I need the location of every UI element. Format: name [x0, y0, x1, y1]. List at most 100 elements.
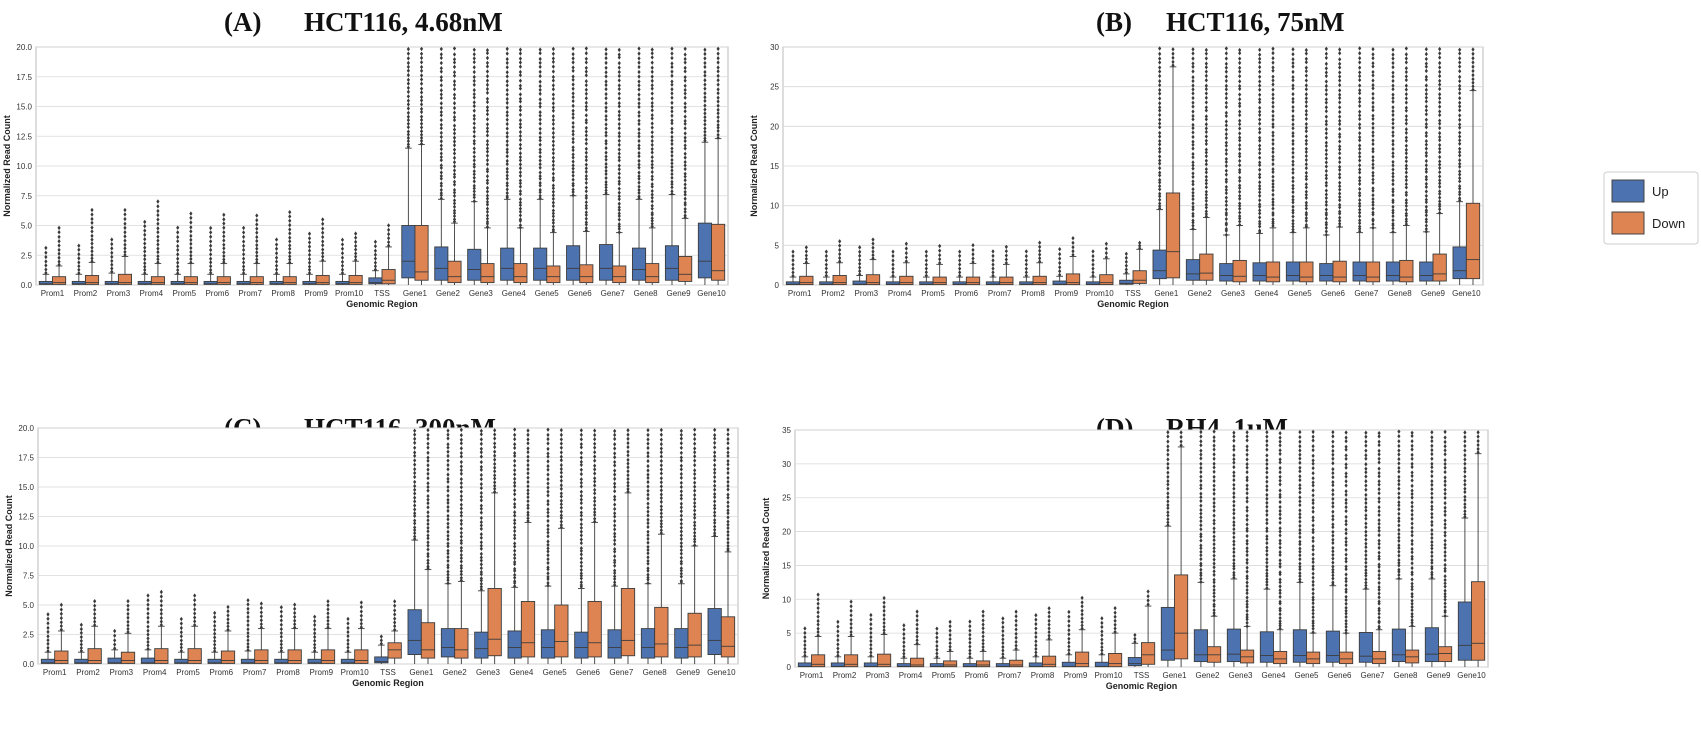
outlier — [1311, 600, 1315, 606]
outlier — [1397, 439, 1401, 444]
outlier — [1304, 192, 1308, 198]
outlier — [426, 558, 430, 563]
panel-b-box-up — [1219, 46, 1234, 285]
box — [1160, 606, 1175, 661]
legend: Up Down — [1603, 171, 1699, 245]
outlier — [1404, 197, 1408, 203]
outlier — [505, 51, 509, 56]
outlier — [1146, 589, 1150, 594]
outlier — [869, 634, 873, 640]
outlier — [1224, 123, 1228, 128]
outlier — [646, 458, 650, 464]
outlier — [459, 518, 463, 523]
outlier — [493, 483, 497, 489]
outlier — [538, 69, 542, 75]
outlier — [1265, 470, 1269, 475]
outlier — [274, 242, 279, 247]
outlier — [274, 270, 279, 276]
outlier — [518, 188, 522, 194]
outlier — [1410, 456, 1414, 462]
outlier — [1232, 570, 1236, 575]
outlier — [613, 558, 617, 563]
panel-d-xtick: Prom1 — [800, 671, 824, 680]
panel-a-box-down — [678, 46, 693, 285]
outlier — [446, 462, 450, 468]
outlier — [156, 221, 160, 226]
outlier — [1245, 522, 1249, 527]
box — [697, 222, 712, 279]
box — [844, 654, 859, 668]
outlier — [1458, 86, 1462, 92]
outlier — [1463, 443, 1467, 449]
outlier — [459, 578, 463, 583]
outlier — [1331, 522, 1335, 527]
outlier — [1014, 646, 1018, 652]
outlier — [1430, 473, 1434, 479]
outlier — [307, 231, 312, 236]
outlier — [1438, 159, 1442, 164]
outlier — [1443, 439, 1447, 445]
outlier — [1344, 630, 1348, 636]
outlier — [1204, 105, 1208, 110]
outlier — [703, 129, 707, 135]
outlier — [551, 166, 555, 172]
outlier — [518, 121, 522, 127]
outlier — [393, 612, 397, 617]
panel-a-box-down — [711, 46, 726, 285]
outlier — [1338, 118, 1342, 124]
outlier — [1204, 61, 1208, 66]
outlier — [646, 517, 650, 522]
outlier — [1430, 531, 1434, 537]
outlier — [617, 190, 621, 195]
outlier — [593, 491, 597, 496]
outlier — [1404, 211, 1408, 216]
outlier — [413, 525, 417, 530]
panel-c-box-down — [454, 427, 469, 664]
outlier — [1424, 204, 1428, 209]
outlier — [803, 650, 807, 655]
outlier — [670, 105, 674, 110]
outlier — [1158, 69, 1162, 74]
outlier — [584, 100, 588, 106]
outlier — [1358, 116, 1362, 122]
outlier — [613, 446, 617, 451]
outlier — [1458, 183, 1462, 189]
outlier — [836, 653, 840, 658]
outlier — [1304, 65, 1308, 70]
outlier — [413, 479, 417, 485]
outlier — [1404, 159, 1408, 164]
outlier — [1199, 495, 1203, 500]
outlier — [485, 209, 490, 215]
outlier — [679, 493, 683, 498]
outlier — [77, 263, 81, 269]
outlier — [386, 231, 391, 237]
outlier — [559, 505, 563, 510]
outlier — [1438, 134, 1442, 140]
outlier — [193, 611, 197, 616]
outlier — [359, 613, 363, 618]
outlier — [726, 458, 730, 464]
outlier — [1224, 207, 1228, 212]
outlier — [1212, 504, 1216, 509]
box — [631, 247, 647, 281]
box — [387, 642, 402, 659]
outlier — [1232, 507, 1236, 513]
outlier — [1443, 525, 1447, 531]
outlier — [1364, 492, 1368, 498]
outlier — [584, 146, 588, 152]
outlier — [1458, 47, 1462, 52]
outlier — [485, 202, 490, 207]
outlier — [1377, 580, 1381, 586]
outlier — [1258, 69, 1262, 74]
outlier — [958, 270, 962, 275]
outlier — [189, 245, 193, 251]
outlier — [559, 513, 563, 518]
outlier — [213, 642, 217, 647]
outlier — [538, 126, 542, 131]
outlier — [1212, 602, 1216, 607]
outlier — [593, 463, 597, 468]
outlier — [958, 262, 962, 267]
outlier — [393, 599, 397, 604]
outlier — [1438, 121, 1442, 126]
outlier — [1258, 211, 1262, 216]
